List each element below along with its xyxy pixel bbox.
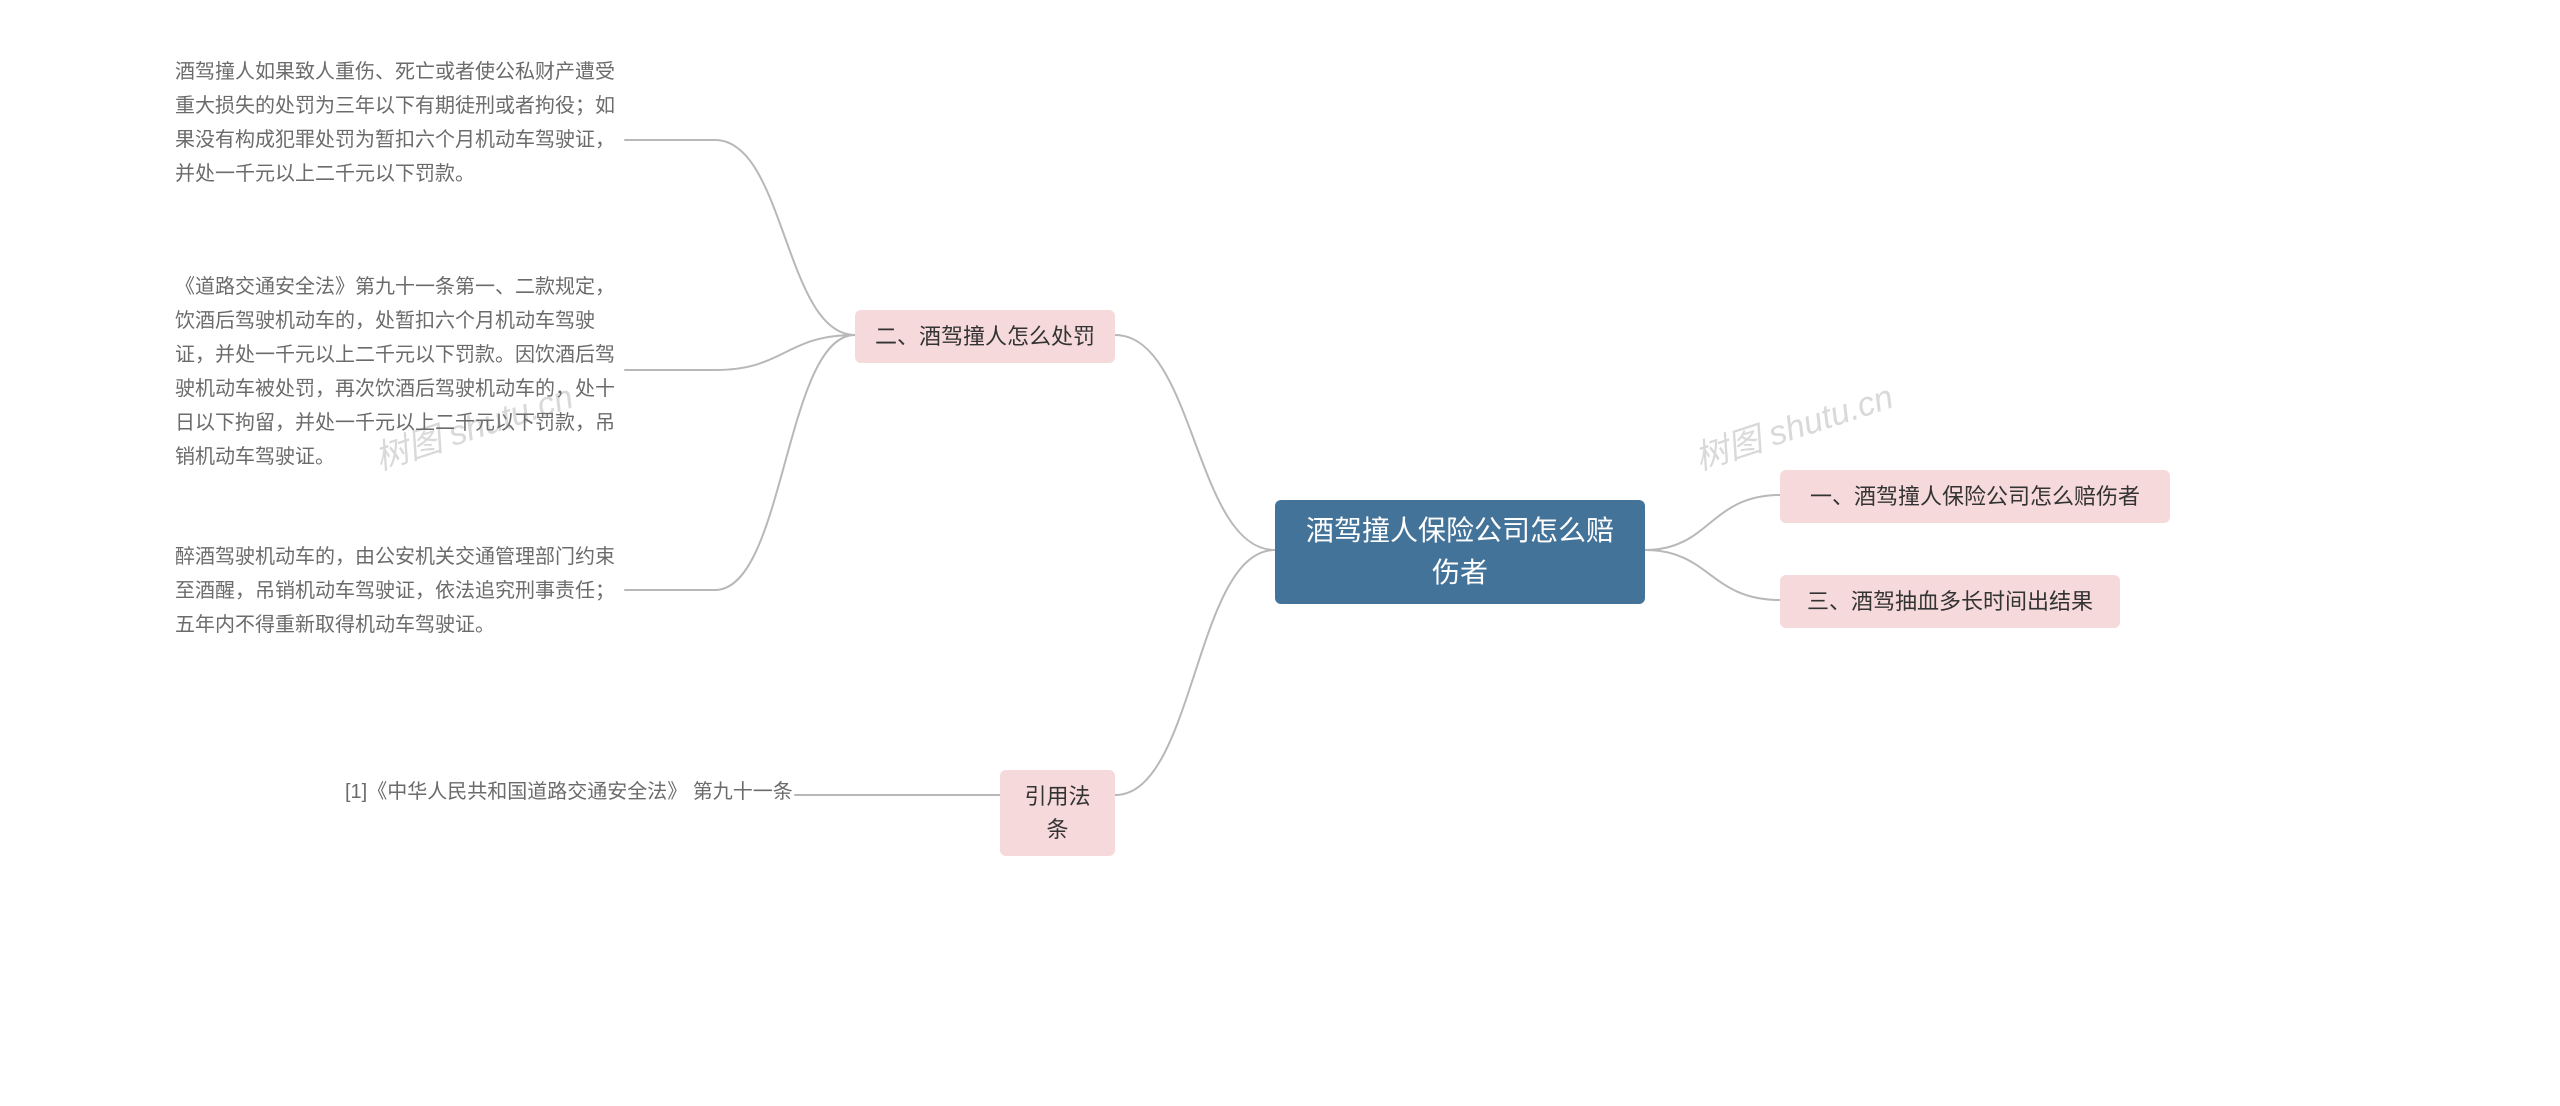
branch-left-1: 二、酒驾撞人怎么处罚 (855, 310, 1115, 363)
branch-right-1: 一、酒驾撞人保险公司怎么赔伤者 (1780, 470, 2170, 523)
watermark-2: 树图 shutu.cn (1687, 369, 1898, 479)
root-node: 酒驾撞人保险公司怎么赔伤者 (1275, 500, 1645, 604)
leaf-2: 《道路交通安全法》第九十一条第一、二款规定，饮酒后驾驶机动车的，处暂扣六个月机动… (175, 270, 625, 474)
leaf-1: 酒驾撞人如果致人重伤、死亡或者使公私财产遭受重大损失的处罚为三年以下有期徒刑或者… (175, 55, 625, 191)
leaf-3: 醉酒驾驶机动车的，由公安机关交通管理部门约束至酒醒，吊销机动车驾驶证，依法追究刑… (175, 540, 625, 642)
leaf-4: [1]《中华人民共和国道路交通安全法》 第九十一条 (345, 775, 795, 809)
branch-right-2: 三、酒驾抽血多长时间出结果 (1780, 575, 2120, 628)
branch-left-2: 引用法条 (1000, 770, 1115, 856)
